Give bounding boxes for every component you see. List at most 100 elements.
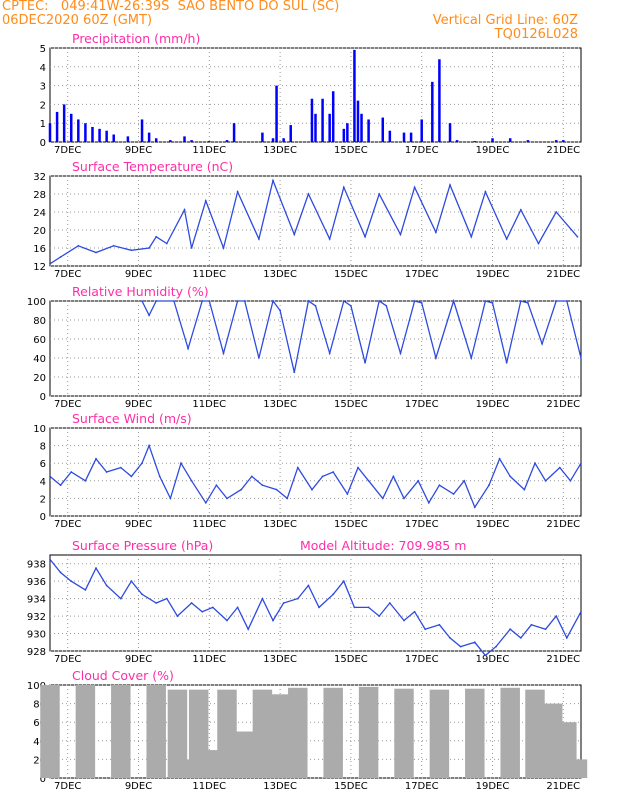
pressure-xtick-label: 7DEC <box>54 654 81 665</box>
rh-point <box>257 357 260 359</box>
rh-point <box>243 300 246 302</box>
temp-point <box>399 233 402 236</box>
pressure-point <box>495 645 497 648</box>
pressure-point <box>449 637 451 639</box>
pressure-ytick-label: 932 <box>27 612 46 623</box>
wind-xtick-label: 15DEC <box>334 519 368 530</box>
temp-point <box>148 247 151 249</box>
precip-bar <box>367 119 370 142</box>
cloud-bar <box>252 689 273 778</box>
precip-bar <box>261 132 264 142</box>
wind-xtick-label: 17DEC <box>405 519 439 530</box>
pressure-point <box>296 597 299 600</box>
cloud-xtick-label: 21DEC <box>546 781 580 792</box>
temp-point <box>272 179 274 182</box>
cloud-xtick-label: 11DEC <box>192 781 226 792</box>
pressure-point <box>378 615 381 617</box>
temp-xtick-label: 11DEC <box>192 269 226 280</box>
rh-point <box>378 300 381 302</box>
rh-ytick-label: 0 <box>40 392 46 403</box>
cloud-bar <box>358 686 379 778</box>
pressure-point <box>367 606 370 609</box>
temp-point <box>77 244 80 247</box>
rh-point <box>580 357 582 359</box>
cloud-ytick-label: 40 <box>33 737 46 748</box>
temp-point <box>49 262 51 265</box>
precip-bar <box>381 117 385 142</box>
pressure-point <box>413 610 416 613</box>
wind-point <box>569 479 572 482</box>
wind-ytick-label: 2 <box>40 494 46 505</box>
temp-point <box>484 190 487 193</box>
temp-point <box>222 247 225 249</box>
rh-point <box>505 361 508 364</box>
wind-point <box>381 497 384 500</box>
cloud-bar <box>465 688 485 778</box>
rh-xtick-label: 17DEC <box>405 399 439 410</box>
pressure-point <box>332 593 335 596</box>
precip-bar <box>331 91 335 142</box>
rh-xtick-label: 21DEC <box>546 399 580 410</box>
wind-xtick-label: 7DEC <box>54 519 81 530</box>
rh-point <box>470 357 473 359</box>
pressure-point <box>141 593 143 596</box>
wind-point <box>169 497 172 500</box>
precip-xtick-label: 9DEC <box>125 145 152 156</box>
wind-point <box>119 466 122 469</box>
temp-point <box>505 238 508 240</box>
precip-bar <box>77 119 80 142</box>
precip-bar <box>360 113 363 142</box>
cloud-xtick-label: 13DEC <box>263 781 297 792</box>
precip-bar <box>448 123 452 142</box>
cloud-xtick-label: 7DEC <box>54 781 81 792</box>
rh-point <box>187 347 189 350</box>
wind-line <box>49 443 582 509</box>
cloud-bar <box>199 750 220 778</box>
pressure-point <box>459 645 462 648</box>
precip-bar <box>98 128 101 142</box>
cloud-bar <box>40 685 60 778</box>
precip-bar <box>431 81 434 142</box>
pressure-point <box>211 606 214 609</box>
cloud-ytick-label: 0 <box>40 774 46 785</box>
pressure-point <box>236 606 239 609</box>
pressure-ytick-label: 928 <box>27 647 46 658</box>
wind-point <box>392 475 395 478</box>
temp-point <box>470 235 473 238</box>
rh-point <box>434 357 437 359</box>
wind-point <box>296 466 299 469</box>
wind-point <box>509 475 512 478</box>
wind-point <box>226 497 228 500</box>
precip-bar <box>353 49 356 142</box>
precip-bar <box>140 119 144 142</box>
precip-ytick-label: 0 <box>40 138 46 149</box>
temp-point <box>130 249 133 252</box>
precip-bar <box>169 140 172 142</box>
pressure-point <box>307 584 310 587</box>
temp-xtick-label: 9DEC <box>125 269 152 280</box>
wind-point <box>141 462 143 465</box>
wind-ytick-label: 8 <box>40 442 46 453</box>
rh-ytick-label: 100 <box>27 297 46 308</box>
rh-ytick-label: 20 <box>33 373 46 384</box>
temp-frame <box>49 175 582 267</box>
rh-point <box>519 300 522 302</box>
wind-point <box>332 471 335 473</box>
pressure-line <box>49 558 582 657</box>
pressure-point <box>119 597 122 600</box>
precip-bar <box>508 138 512 142</box>
pressure-point <box>130 580 133 583</box>
wind-point <box>204 501 207 504</box>
temp-point <box>413 186 416 189</box>
cloud-xtick-label: 9DEC <box>125 781 152 792</box>
temp-point <box>342 186 345 189</box>
cloud-bar <box>525 689 545 778</box>
pressure-point <box>555 615 558 617</box>
pressure-point <box>484 654 487 657</box>
pressure-frame <box>49 554 582 652</box>
precip-ytick-label: 2 <box>40 100 46 111</box>
cloud-title: Cloud Cover (%) <box>72 668 174 683</box>
rh-point <box>328 352 331 355</box>
rh-point <box>293 371 296 374</box>
rh-point <box>541 342 543 345</box>
